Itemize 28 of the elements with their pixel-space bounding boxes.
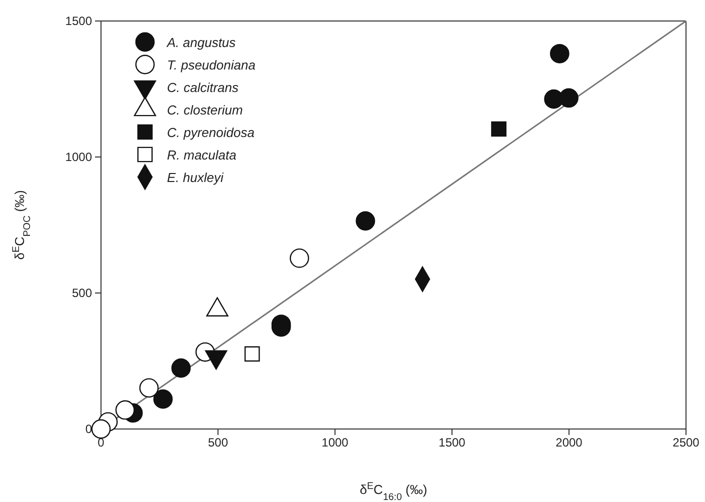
point (91, 419, 111, 439)
x-tick-label: 1500 (438, 436, 466, 450)
x-tick-label: 500 (208, 436, 228, 450)
legend-label: C. calcitrans (167, 80, 240, 95)
x-tick-label: 1000 (322, 436, 349, 450)
y-tick-label: 500 (72, 286, 92, 300)
point (115, 400, 135, 420)
legend-label: T. pseudoniana (167, 58, 256, 72)
y-tick-label: 0 (85, 422, 92, 436)
point (559, 88, 578, 108)
x-tick-label: 0 (98, 436, 105, 450)
legend-label: E. huxleyi (167, 170, 224, 185)
y-tick-label: 1500 (65, 14, 92, 28)
x-tick-label: 2500 (672, 436, 700, 450)
legend-label: R. maculata (167, 148, 236, 162)
y-tick-label: 1000 (65, 150, 92, 164)
point (356, 211, 376, 231)
point (139, 378, 159, 398)
legend-label: C. closterium (167, 102, 244, 118)
legend-label: C. pyrenoidosa (167, 125, 254, 140)
point (244, 346, 260, 362)
x-tick-label: 2000 (556, 436, 583, 450)
legend-label: A. angustus (166, 35, 236, 50)
point (491, 121, 506, 137)
point (171, 358, 191, 378)
point (153, 389, 173, 409)
point (550, 44, 570, 64)
x-axis-title: δ$^{E}$C$_{16:0}$ (‰) (360, 480, 428, 502)
